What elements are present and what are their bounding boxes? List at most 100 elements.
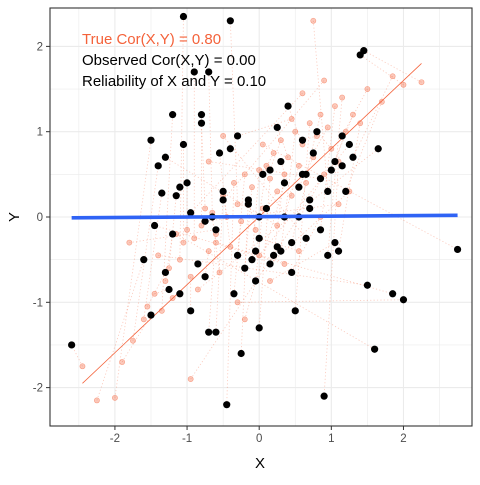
observed-point [161,153,170,161]
observed-point [194,260,202,268]
observed-point [331,157,339,166]
observed-point [201,273,209,281]
connector-line [345,101,383,192]
true-point [184,226,190,233]
observed-point [233,132,242,140]
true-point [166,265,172,272]
annotations: True Cor(X,Y) = 0.80 Observed Cor(X,Y) =… [82,31,266,90]
connector-line [262,152,274,175]
observed-point [233,251,242,259]
true-point [144,303,151,310]
true-point [249,184,255,191]
true-point [126,239,133,246]
true-point [241,171,248,178]
true-point [119,359,126,365]
true-point [202,205,208,212]
observed-point [140,256,148,264]
connector-line [338,123,361,252]
observed-point [298,170,307,178]
observed-point [349,153,357,161]
true-point [274,222,281,229]
observed-point [302,234,310,242]
observed-point [169,111,177,119]
connector-line [201,123,206,209]
observed-point [288,238,296,247]
true-point [270,150,277,156]
true-point [267,175,273,182]
connector-line [312,127,329,154]
observed-point [255,324,263,332]
connector-line [237,299,404,303]
true-point [256,167,263,173]
connector-line [237,118,292,137]
observed-point [226,145,234,153]
true-point [324,124,331,131]
observed-point [219,187,227,196]
observed-point [309,149,317,157]
connector-line [316,131,332,150]
x-axis-label: X [255,455,265,472]
true-point [295,162,302,169]
observed-point [291,307,299,315]
true-point [339,94,346,101]
y-tick-label: 2 [37,41,43,53]
connector-line [269,242,336,282]
connector-line [176,233,375,350]
connector-line [71,344,83,367]
observed-point [197,119,206,127]
true-point [277,137,284,144]
true-point [140,316,147,323]
x-tick-label: 1 [328,433,334,445]
connector-line [129,229,216,243]
true-point [303,179,309,186]
true-point [292,128,299,135]
true-point [288,192,295,199]
true-point [79,363,86,370]
true-point [317,111,324,118]
observed-point [316,175,325,183]
true-point [220,133,227,139]
true-point [238,218,245,225]
observed-point [320,392,328,400]
true-point [162,278,169,284]
observed-point [324,187,332,196]
observed-point [324,251,332,259]
observed-point [259,170,267,178]
observed-point [161,268,170,277]
connector-line [161,114,174,311]
connector-line [258,178,271,328]
observed-fit-line [71,213,458,220]
y-axis: -2 -1 0 1 2 [33,41,50,395]
observed-point [389,290,397,298]
connector-line [114,140,152,398]
observed-point [147,311,155,319]
true-point [234,299,241,306]
true-point [216,269,223,276]
observed-point [266,260,274,268]
connector-line [302,135,318,141]
observed-point [219,196,227,204]
observed-point [201,217,209,225]
observed-point [273,243,281,251]
observed-point [262,204,271,213]
x-axis: -2 -1 0 1 2 [110,426,407,445]
observed-point [327,166,335,174]
true-point [93,397,100,404]
true-point [252,226,259,233]
observed-point [306,204,314,213]
true-point [180,239,187,246]
true-point [151,290,158,297]
observed-point [223,401,231,409]
true-point [310,17,317,24]
true-point [191,235,198,242]
observed-point [179,140,188,149]
observed-point [284,102,292,110]
observed-point [215,149,224,157]
true-point [281,261,288,267]
observed-point [453,245,462,254]
observed-point [270,251,278,259]
y-tick-label: 1 [37,127,43,139]
connector-line [215,242,393,295]
true-point [321,171,328,178]
